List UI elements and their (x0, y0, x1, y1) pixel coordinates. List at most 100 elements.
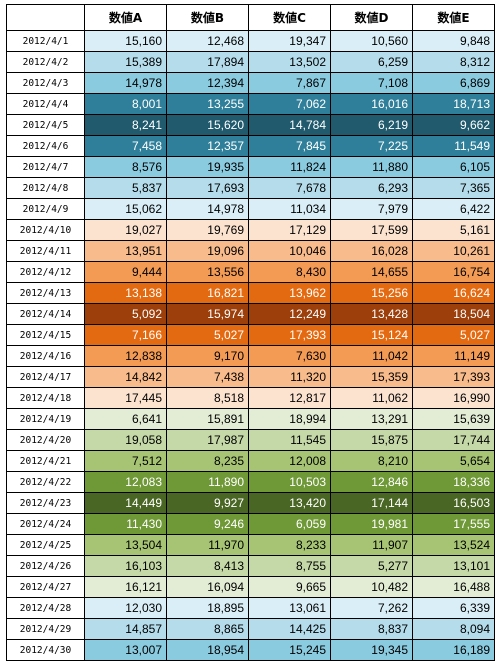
value-cell-b[interactable]: 12,357 (166, 135, 249, 157)
value-cell-e[interactable]: 6,422 (412, 198, 495, 220)
value-cell-d[interactable]: 8,210 (330, 450, 413, 472)
value-cell-e[interactable]: 13,101 (412, 555, 495, 577)
value-cell-d[interactable]: 13,291 (330, 408, 413, 430)
value-cell-e[interactable]: 17,744 (412, 429, 495, 451)
value-cell-d[interactable]: 7,262 (330, 597, 413, 619)
date-cell[interactable]: 2012/4/30 (6, 639, 85, 661)
value-cell-e[interactable]: 18,713 (412, 93, 495, 115)
date-cell[interactable]: 2012/4/8 (6, 177, 85, 199)
date-cell[interactable]: 2012/4/7 (6, 156, 85, 178)
date-cell[interactable]: 2012/4/2 (6, 51, 85, 73)
date-cell[interactable]: 2012/4/17 (6, 366, 85, 388)
value-cell-c[interactable]: 13,502 (248, 51, 331, 73)
date-cell[interactable]: 2012/4/5 (6, 114, 85, 136)
value-cell-a[interactable]: 14,857 (84, 618, 167, 640)
header-cell-c[interactable]: 数値C (248, 4, 331, 31)
value-cell-e[interactable]: 16,503 (412, 492, 495, 514)
value-cell-a[interactable]: 12,838 (84, 345, 167, 367)
value-cell-a[interactable]: 6,641 (84, 408, 167, 430)
value-cell-a[interactable]: 7,166 (84, 324, 167, 346)
value-cell-e[interactable]: 5,161 (412, 219, 495, 241)
value-cell-b[interactable]: 8,518 (166, 387, 249, 409)
date-cell[interactable]: 2012/4/19 (6, 408, 85, 430)
value-cell-a[interactable]: 15,160 (84, 30, 167, 52)
value-cell-b[interactable]: 15,974 (166, 303, 249, 325)
date-cell[interactable]: 2012/4/28 (6, 597, 85, 619)
value-cell-e[interactable]: 18,504 (412, 303, 495, 325)
date-cell[interactable]: 2012/4/29 (6, 618, 85, 640)
value-cell-d[interactable]: 15,256 (330, 282, 413, 304)
value-cell-a[interactable]: 8,001 (84, 93, 167, 115)
value-cell-c[interactable]: 8,430 (248, 261, 331, 283)
value-cell-e[interactable]: 16,624 (412, 282, 495, 304)
value-cell-d[interactable]: 10,482 (330, 576, 413, 598)
date-cell[interactable]: 2012/4/26 (6, 555, 85, 577)
value-cell-a[interactable]: 5,092 (84, 303, 167, 325)
value-cell-e[interactable]: 16,990 (412, 387, 495, 409)
value-cell-e[interactable]: 15,639 (412, 408, 495, 430)
value-cell-c[interactable]: 7,630 (248, 345, 331, 367)
value-cell-c[interactable]: 14,425 (248, 618, 331, 640)
value-cell-c[interactable]: 11,545 (248, 429, 331, 451)
value-cell-e[interactable]: 8,094 (412, 618, 495, 640)
value-cell-e[interactable]: 18,336 (412, 471, 495, 493)
value-cell-b[interactable]: 17,894 (166, 51, 249, 73)
value-cell-a[interactable]: 13,951 (84, 240, 167, 262)
header-cell-corner[interactable] (6, 4, 85, 31)
date-cell[interactable]: 2012/4/27 (6, 576, 85, 598)
value-cell-d[interactable]: 15,124 (330, 324, 413, 346)
value-cell-a[interactable]: 13,007 (84, 639, 167, 661)
date-cell[interactable]: 2012/4/22 (6, 471, 85, 493)
value-cell-d[interactable]: 11,062 (330, 387, 413, 409)
value-cell-e[interactable]: 13,524 (412, 534, 495, 556)
value-cell-c[interactable]: 10,046 (248, 240, 331, 262)
date-cell[interactable]: 2012/4/4 (6, 93, 85, 115)
date-cell[interactable]: 2012/4/25 (6, 534, 85, 556)
value-cell-c[interactable]: 13,061 (248, 597, 331, 619)
date-cell[interactable]: 2012/4/20 (6, 429, 85, 451)
value-cell-e[interactable]: 11,549 (412, 135, 495, 157)
value-cell-c[interactable]: 10,503 (248, 471, 331, 493)
value-cell-a[interactable]: 7,512 (84, 450, 167, 472)
value-cell-b[interactable]: 8,865 (166, 618, 249, 640)
value-cell-c[interactable]: 7,062 (248, 93, 331, 115)
value-cell-d[interactable]: 11,042 (330, 345, 413, 367)
value-cell-a[interactable]: 14,978 (84, 72, 167, 94)
header-cell-d[interactable]: 数値D (330, 4, 413, 31)
value-cell-e[interactable]: 9,848 (412, 30, 495, 52)
value-cell-a[interactable]: 11,430 (84, 513, 167, 535)
date-cell[interactable]: 2012/4/14 (6, 303, 85, 325)
value-cell-e[interactable]: 9,662 (412, 114, 495, 136)
value-cell-b[interactable]: 17,693 (166, 177, 249, 199)
value-cell-a[interactable]: 13,138 (84, 282, 167, 304)
value-cell-e[interactable]: 6,869 (412, 72, 495, 94)
value-cell-d[interactable]: 17,599 (330, 219, 413, 241)
value-cell-a[interactable]: 5,837 (84, 177, 167, 199)
value-cell-a[interactable]: 8,576 (84, 156, 167, 178)
date-cell[interactable]: 2012/4/3 (6, 72, 85, 94)
date-cell[interactable]: 2012/4/6 (6, 135, 85, 157)
value-cell-c[interactable]: 12,249 (248, 303, 331, 325)
value-cell-e[interactable]: 16,189 (412, 639, 495, 661)
value-cell-c[interactable]: 18,994 (248, 408, 331, 430)
value-cell-c[interactable]: 12,817 (248, 387, 331, 409)
value-cell-d[interactable]: 17,144 (330, 492, 413, 514)
value-cell-a[interactable]: 15,062 (84, 198, 167, 220)
value-cell-e[interactable]: 6,339 (412, 597, 495, 619)
value-cell-c[interactable]: 12,008 (248, 450, 331, 472)
value-cell-e[interactable]: 10,261 (412, 240, 495, 262)
value-cell-b[interactable]: 11,890 (166, 471, 249, 493)
value-cell-e[interactable]: 17,393 (412, 366, 495, 388)
value-cell-d[interactable]: 11,880 (330, 156, 413, 178)
date-cell[interactable]: 2012/4/9 (6, 198, 85, 220)
value-cell-d[interactable]: 13,428 (330, 303, 413, 325)
value-cell-a[interactable]: 8,241 (84, 114, 167, 136)
value-cell-b[interactable]: 13,255 (166, 93, 249, 115)
header-cell-e[interactable]: 数値E (412, 4, 495, 31)
value-cell-d[interactable]: 14,655 (330, 261, 413, 283)
value-cell-b[interactable]: 8,413 (166, 555, 249, 577)
value-cell-a[interactable]: 14,842 (84, 366, 167, 388)
header-cell-a[interactable]: 数値A (84, 4, 167, 31)
value-cell-c[interactable]: 7,845 (248, 135, 331, 157)
value-cell-c[interactable]: 13,962 (248, 282, 331, 304)
